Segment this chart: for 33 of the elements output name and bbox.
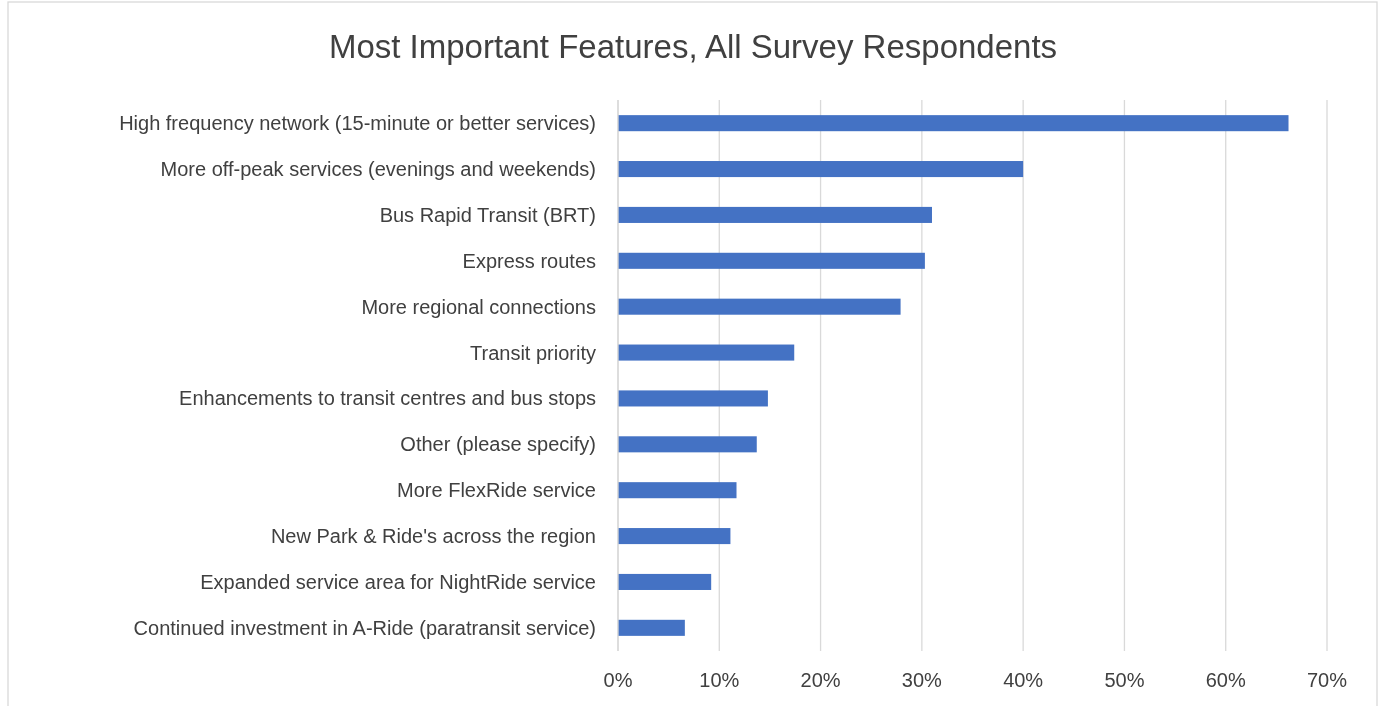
bar (618, 115, 1289, 132)
bar (618, 298, 901, 315)
y-tick-label: Continued investment in A-Ride (paratransit service) (133, 616, 596, 639)
x-tick-label: 40% (1003, 669, 1044, 691)
x-tick-label: 30% (901, 669, 943, 691)
bar (618, 344, 795, 361)
x-tick-label: 0% (603, 669, 633, 691)
y-tick-label: High frequency network (15-minute or better services) (119, 112, 596, 135)
y-tick-label: Transit priority (470, 341, 596, 364)
x-tick-label: 60% (1205, 669, 1246, 691)
y-tick-label: New Park & Ride's across the region (270, 525, 596, 548)
chart-title: Most Important Features, All Survey Respondents (328, 28, 1058, 65)
bar (618, 390, 768, 407)
bar (618, 573, 712, 590)
y-tick-label: Bus Rapid Transit (BRT) (379, 203, 596, 226)
bar (618, 436, 757, 453)
x-tick-label: 10% (699, 669, 740, 691)
y-tick-label: Express routes (462, 249, 596, 272)
x-tick-label: 50% (1104, 669, 1145, 691)
y-tick-label: Other (please specify) (400, 433, 596, 456)
bar (618, 619, 685, 636)
y-tick-label: More regional connections (361, 295, 596, 318)
bar (618, 161, 1024, 178)
x-tick-label: 70% (1306, 669, 1348, 691)
y-tick-label: Enhancements to transit centres and bus stops (179, 387, 596, 410)
bar (618, 528, 731, 545)
bar (618, 206, 932, 223)
y-tick-label: Expanded service area for NightRide service (200, 570, 596, 593)
bar (618, 252, 925, 269)
y-tick-label: More off-peak services (evenings and weekends) (160, 158, 596, 181)
y-tick-label: More FlexRide service (397, 479, 596, 502)
bar (618, 482, 737, 499)
x-tick-label: 20% (800, 669, 841, 691)
